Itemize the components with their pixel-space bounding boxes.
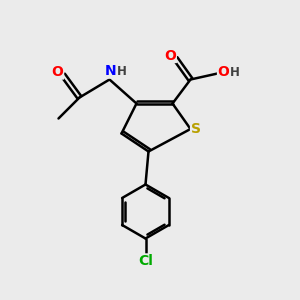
- Text: H: H: [117, 64, 127, 78]
- Text: N: N: [105, 64, 117, 78]
- Text: O: O: [164, 49, 176, 62]
- Text: H: H: [230, 65, 240, 79]
- Text: O: O: [218, 65, 230, 79]
- Text: S: S: [190, 122, 201, 136]
- Text: O: O: [52, 65, 64, 79]
- Text: Cl: Cl: [138, 254, 153, 268]
